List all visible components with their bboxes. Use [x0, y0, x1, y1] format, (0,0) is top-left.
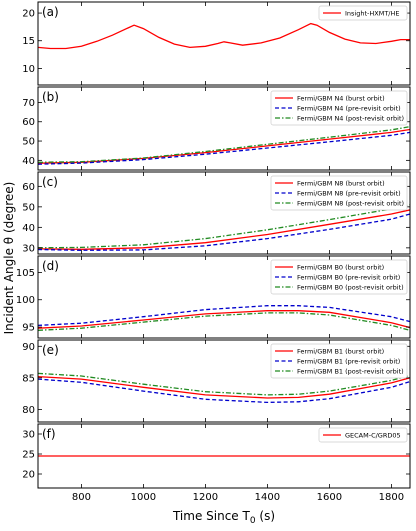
panel-1: 40 50 60 70 (b) Fermi/GBM N4 (burst orbit) Fer… — [22, 86, 411, 171]
series-line-0 — [38, 22, 410, 50]
legend-entry: Fermi/GBM B0 (burst orbit) — [297, 263, 384, 271]
x-axis-label-main: Time Since T — [172, 509, 251, 523]
panel-frame — [37, 339, 411, 423]
panel-2: 30 40 50 60 (c) Fermi/GBM N8 (burst orbit) Fer… — [22, 171, 411, 255]
legend-box — [270, 343, 408, 379]
y-tick-label: 60 — [22, 117, 35, 128]
legend-entry: Fermi/GBM N8 (post-revisit orbit) — [297, 199, 404, 207]
y-tick-label: 30 — [22, 243, 35, 254]
y-tick-label: 40 — [22, 223, 35, 234]
x-axis-label-unit: (s) — [256, 509, 275, 523]
y-tick-label: 60 — [22, 182, 35, 193]
y-tick-label: 40 — [22, 156, 35, 167]
panel-5: 20 25 30 800 1000 1200 1400 1600 1800 (f) GECAM-C/… — [22, 423, 411, 503]
panel-4: 80 85 90 (e) Fermi/GBM B1 (burst orbit) Fermi… — [22, 339, 411, 423]
legend-entry: Fermi/GBM N8 (pre-revisit orbit) — [297, 189, 401, 197]
legend-box — [270, 90, 408, 126]
y-axis-label: Incident Angle θ (degree) — [2, 182, 16, 335]
y-tick-label: 20 — [22, 470, 35, 481]
legend-entry: Fermi/GBM B0 (post-revisit orbit) — [297, 283, 404, 291]
series-line-0 — [38, 375, 410, 399]
panel-0: 10 15 20 (a) Insight-HXMT/HE — [22, 1, 411, 86]
x-tick-label: 1600 — [317, 492, 342, 503]
x-axis-label-subscript: 0 — [250, 516, 256, 526]
x-axis-label: Time Since T0 (s) — [172, 509, 275, 526]
y-tick-label: 80 — [22, 405, 35, 416]
y-tick-label: 25 — [22, 450, 35, 461]
legend-entry: Fermi/GBM B1 (pre-revisit orbit) — [297, 357, 400, 365]
series-line-2 — [38, 372, 410, 396]
series-line-1 — [38, 305, 410, 327]
legend-entry: Fermi/GBM B0 (pre-revisit orbit) — [297, 273, 400, 281]
panel-frame — [37, 171, 411, 255]
legend-entry: Fermi/GBM N4 (pre-revisit orbit) — [297, 104, 401, 112]
y-tick-label: 50 — [22, 137, 35, 148]
panel-tag: (d) — [42, 259, 59, 273]
y-tick-label: 10 — [22, 64, 35, 75]
x-tick-label: 800 — [72, 492, 91, 503]
x-tick-label: 1400 — [255, 492, 280, 503]
series-line-0 — [38, 310, 410, 329]
legend-box — [318, 5, 408, 21]
legend-entry: Fermi/GBM B1 (post-revisit orbit) — [297, 367, 404, 375]
x-tick-label: 1000 — [131, 492, 156, 503]
y-tick-label: 100 — [16, 295, 35, 306]
series-line-2 — [38, 204, 410, 249]
panel-tag: (c) — [42, 175, 58, 189]
y-tick-label: 85 — [22, 373, 35, 384]
legend-box — [318, 427, 408, 443]
panel-frame — [37, 255, 411, 339]
legend-entry: Fermi/GBM N8 (burst orbit) — [297, 179, 385, 187]
y-tick-label: 20 — [22, 9, 35, 20]
legend-entry: Fermi/GBM N4 (burst orbit) — [297, 94, 385, 102]
y-tick-label: 90 — [22, 342, 35, 353]
y-tick-label: 70 — [22, 98, 35, 109]
y-tick-label: 15 — [22, 36, 35, 47]
legend-entry: Fermi/GBM B1 (burst orbit) — [297, 347, 384, 355]
y-tick-label: 105 — [16, 268, 35, 279]
series-line-1 — [38, 378, 410, 404]
legend-entry: Insight-HXMT/HE — [345, 9, 399, 17]
panel-tag: (f) — [42, 427, 56, 441]
panel-tag: (a) — [42, 5, 59, 19]
panel-frame — [37, 1, 411, 86]
panel-3: 95 100 105 (d) Fermi/GBM B0 (burst orbit) Fer… — [16, 255, 411, 339]
series-line-0 — [38, 209, 410, 250]
legend-entry: Fermi/GBM N4 (post-revisit orbit) — [297, 114, 404, 122]
y-tick-label: 50 — [22, 202, 35, 213]
panel-frame — [37, 86, 411, 171]
panel-tag: (b) — [42, 90, 59, 104]
series-line-2 — [38, 125, 410, 163]
y-tick-label: 30 — [22, 430, 35, 441]
legend-entry: GECAM-C/GRD05 — [345, 431, 401, 439]
panel-frame — [37, 423, 411, 489]
series-line-1 — [38, 131, 410, 165]
series-line-2 — [38, 312, 410, 331]
legend-box — [270, 259, 408, 295]
y-tick-label: 95 — [22, 323, 35, 334]
series-line-1 — [38, 213, 410, 251]
x-tick-label: 1200 — [193, 492, 218, 503]
legend-box — [270, 175, 408, 211]
x-tick-label: 1800 — [379, 492, 404, 503]
panel-tag: (e) — [42, 343, 59, 357]
